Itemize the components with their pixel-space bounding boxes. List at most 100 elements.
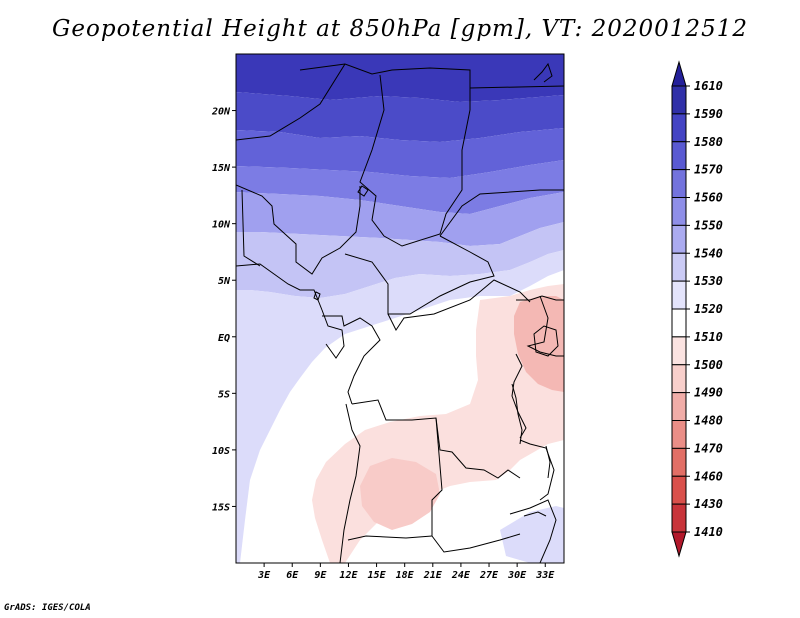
border-uganda-kenya bbox=[526, 295, 564, 357]
lon-label: 12E bbox=[339, 570, 358, 581]
colorbar-swatch bbox=[671, 85, 687, 115]
colorbar-swatch bbox=[671, 308, 687, 338]
coastline-red-sea bbox=[533, 62, 553, 83]
lon-label: 3E bbox=[257, 570, 271, 581]
contour-band-1490-south bbox=[360, 458, 440, 530]
colorbar-label: 1550 bbox=[694, 218, 723, 232]
colorbar-top-triangle bbox=[671, 60, 687, 87]
colorbar-label: 1570 bbox=[694, 163, 723, 177]
colorbar-label: 1580 bbox=[694, 135, 723, 149]
lon-label: 30E bbox=[507, 570, 527, 581]
longitude-axis: 3E 6E 9E 12E 15E 18E 21E 24E 27E 30E 33E bbox=[257, 563, 555, 581]
colorbar-swatch bbox=[671, 252, 687, 282]
contour-band-1540 bbox=[236, 192, 564, 246]
lon-label: 18E bbox=[396, 570, 415, 581]
border-rwanda-burundi bbox=[511, 353, 527, 439]
lat-label: 15S bbox=[212, 502, 230, 513]
colorbar-swatch bbox=[671, 447, 687, 477]
lon-label: 24E bbox=[451, 570, 471, 581]
border-chad-sudan bbox=[359, 74, 471, 247]
border-zambia-malawi bbox=[519, 439, 555, 501]
colorbar-swatch bbox=[671, 336, 687, 366]
border-egypt-sudan bbox=[469, 85, 564, 89]
lat-label: 5S bbox=[218, 389, 230, 400]
grads-credit: GrADS: IGES/COLA bbox=[4, 603, 91, 613]
colorbar-label: 1470 bbox=[694, 441, 723, 455]
lon-label: 21E bbox=[423, 570, 443, 581]
island-bioko bbox=[313, 291, 321, 301]
contour-band-1490 bbox=[514, 296, 564, 392]
lon-label: 6E bbox=[286, 570, 299, 581]
lat-label: 10S bbox=[212, 446, 230, 457]
colorbar-swatch bbox=[671, 280, 687, 310]
border-drc-north bbox=[387, 279, 531, 331]
colorbar-label: 1530 bbox=[694, 274, 723, 288]
colorbar-bottom-triangle bbox=[671, 531, 687, 558]
lake-tanganyika bbox=[511, 383, 523, 445]
border-benin-togo bbox=[241, 189, 261, 267]
contour-band-1520 bbox=[236, 250, 564, 563]
map-panel bbox=[235, 53, 565, 564]
lake-chad bbox=[357, 185, 369, 197]
lat-label: 5N bbox=[218, 276, 231, 287]
colorbar-label: 1430 bbox=[694, 497, 723, 511]
colorbar-label: 1520 bbox=[694, 302, 723, 316]
colorbar-swatch bbox=[671, 113, 687, 143]
lake-victoria bbox=[533, 325, 559, 357]
colorbar-swatch bbox=[671, 420, 687, 449]
border-angola-zambia bbox=[431, 417, 521, 553]
lat-label: 20N bbox=[211, 107, 231, 118]
contour-band-1560 bbox=[236, 128, 564, 178]
colorbar-label: 1540 bbox=[694, 246, 723, 260]
map-title: Geopotential Height at 850hPa [gpm], VT:… bbox=[52, 16, 748, 42]
colorbar-swatch bbox=[671, 503, 687, 533]
colorbar-swatch bbox=[671, 169, 687, 198]
map-frame bbox=[235, 53, 565, 564]
island-zanzibar bbox=[523, 511, 547, 517]
border-angola-coast bbox=[339, 403, 361, 563]
contour-band-1570 bbox=[236, 92, 564, 142]
lon-label: 15E bbox=[368, 570, 387, 581]
country-borders bbox=[236, 62, 564, 563]
colorbar-label: 1460 bbox=[694, 469, 723, 483]
border-drc-west bbox=[351, 399, 521, 479]
border-gabon bbox=[321, 309, 345, 359]
latitude-axis: 20N 15N 10N 5N EQ 5S 10S 15S bbox=[211, 107, 236, 513]
border-mozambique bbox=[509, 499, 557, 563]
colorbar-label: 1500 bbox=[694, 358, 723, 372]
colorbar-swatch bbox=[671, 392, 687, 421]
border-niger-nigeria bbox=[236, 63, 346, 141]
colorbar-label: 1610 bbox=[694, 79, 723, 93]
lake-malawi bbox=[545, 445, 551, 479]
lat-label: 10N bbox=[212, 220, 231, 231]
colorbar-label: 1590 bbox=[694, 107, 723, 121]
contour-band-1590 bbox=[236, 54, 564, 102]
lat-label: 15N bbox=[212, 163, 231, 174]
colorbar-swatch bbox=[671, 475, 687, 505]
colorbar-label: 1490 bbox=[694, 386, 723, 400]
contour-band-1520-southeast bbox=[500, 506, 564, 563]
colorbar-label: 1410 bbox=[694, 525, 723, 539]
border-tanzania bbox=[516, 295, 564, 301]
border-south-sudan bbox=[439, 189, 564, 237]
colorbar-swatch bbox=[671, 364, 687, 394]
lon-label: 33E bbox=[535, 570, 555, 581]
colorbar-label: 1510 bbox=[694, 330, 723, 344]
colorbar-swatch bbox=[671, 197, 687, 226]
contour-band-1550 bbox=[236, 160, 564, 214]
border-angola-namibia bbox=[347, 535, 433, 541]
lon-label: 27E bbox=[479, 570, 499, 581]
border-nigeria-cameroon bbox=[236, 184, 361, 275]
contour-band-1530 bbox=[236, 222, 564, 298]
colorbar: 1610 1590 1580 1570 1560 1550 1540 1530 1520 1510… bbox=[671, 60, 723, 558]
colorbar-swatch bbox=[671, 141, 687, 171]
lat-label: EQ bbox=[218, 333, 230, 344]
colorbar-label: 1480 bbox=[694, 414, 723, 428]
height-field bbox=[236, 54, 564, 563]
border-car bbox=[344, 235, 495, 315]
colorbar-label: 1560 bbox=[694, 191, 723, 205]
colorbar-swatch bbox=[671, 224, 687, 254]
lon-label: 9E bbox=[314, 570, 327, 581]
border-congo bbox=[322, 315, 381, 405]
